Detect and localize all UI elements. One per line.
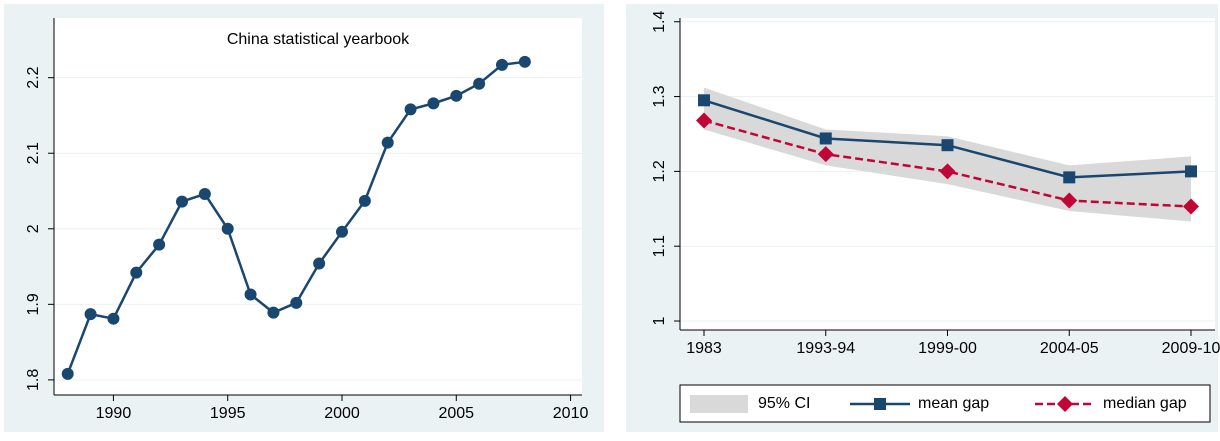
y-tick-label: 2 (25, 224, 42, 233)
point (1063, 171, 1076, 184)
point (290, 296, 303, 309)
point (496, 58, 508, 71)
point (358, 194, 371, 207)
chart-title: China statistical yearbook (227, 31, 410, 48)
point (939, 163, 956, 180)
y-tick-label: 1 (651, 316, 668, 325)
point (1185, 165, 1197, 178)
point (244, 288, 257, 301)
point (941, 139, 954, 152)
y-tick-label: 1.2 (651, 160, 668, 182)
point (1183, 198, 1199, 215)
point (698, 94, 710, 107)
point (381, 136, 394, 149)
x-tick-label: 2000 (324, 405, 360, 422)
x-tick-label: 1995 (210, 405, 246, 422)
point (874, 398, 886, 410)
point (404, 103, 417, 116)
y-tick-label: 2.1 (25, 142, 42, 164)
point (61, 367, 74, 380)
series-line (703, 119, 1192, 208)
legend-label: 95% CI (758, 395, 810, 412)
point (221, 222, 234, 235)
legend-swatch (690, 395, 748, 413)
point (473, 77, 486, 90)
legend-box (679, 384, 1211, 423)
point (107, 312, 120, 325)
point (817, 146, 834, 163)
point (1057, 396, 1073, 412)
y-tick-label: 1.1 (651, 235, 668, 257)
point (819, 132, 832, 145)
point (450, 89, 463, 102)
x-tick-label: 1990 (96, 405, 132, 422)
legend-label: median gap (1103, 395, 1187, 412)
y-tick-label: 2.2 (25, 66, 42, 88)
y-tick-label: 1.3 (651, 85, 668, 107)
y-tick-label: 1.4 (651, 11, 668, 33)
point (336, 225, 348, 238)
point (153, 238, 166, 251)
point (313, 257, 326, 270)
point (267, 306, 280, 319)
x-tick-label: 1993-94 (796, 340, 855, 357)
point (427, 97, 440, 110)
x-tick-label: 2005 (438, 405, 474, 422)
y-tick-label: 1.8 (25, 369, 42, 391)
point (130, 266, 143, 279)
x-tick-label: 2010 (553, 405, 589, 422)
point (696, 112, 712, 129)
x-tick-label: 2009-10 (1162, 340, 1220, 357)
point (176, 195, 188, 208)
x-tick-label: 1999-00 (918, 340, 977, 357)
legend-label: mean gap (918, 395, 989, 412)
ci-band (704, 87, 1191, 222)
point (1061, 192, 1078, 209)
point (518, 55, 531, 68)
point (198, 188, 211, 201)
y-tick-label: 1.9 (25, 293, 42, 315)
plot-area (54, 18, 582, 395)
point (84, 308, 97, 321)
x-tick-label: 1983 (686, 340, 722, 357)
x-tick-label: 2004-05 (1040, 340, 1099, 357)
